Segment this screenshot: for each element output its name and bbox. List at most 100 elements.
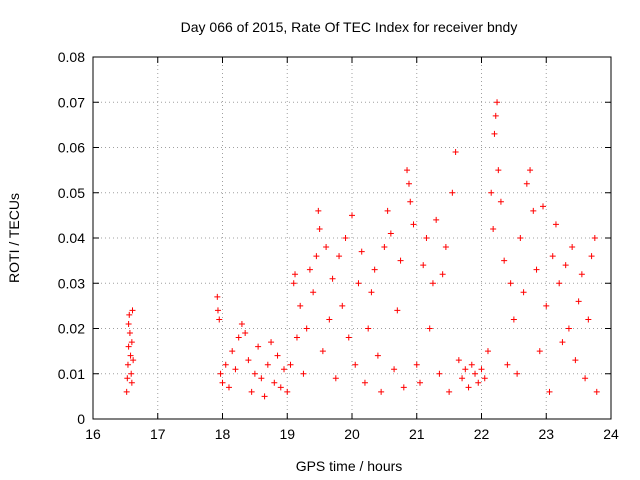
data-point — [130, 357, 137, 364]
x-tick-label: 19 — [279, 426, 295, 442]
data-point — [219, 379, 226, 386]
data-point — [578, 271, 585, 278]
data-point — [436, 370, 443, 377]
data-point — [258, 375, 265, 382]
data-point — [303, 325, 310, 332]
data-point — [326, 316, 333, 323]
data-point — [384, 207, 391, 214]
data-point — [342, 235, 349, 241]
x-tick-label: 24 — [603, 426, 619, 442]
grid — [93, 57, 611, 419]
data-point — [400, 384, 407, 391]
y-tick-label: 0.04 — [58, 230, 85, 246]
data-point — [536, 348, 543, 355]
data-point — [229, 348, 236, 355]
data-points — [123, 99, 600, 400]
data-point — [232, 366, 239, 373]
data-point — [339, 302, 346, 309]
data-point — [128, 379, 135, 386]
y-tick-label: 0.08 — [58, 49, 85, 65]
data-point — [217, 370, 224, 377]
data-point — [495, 167, 502, 174]
data-point — [591, 235, 598, 241]
data-point — [468, 361, 475, 368]
y-tick-label: 0.03 — [58, 275, 85, 291]
data-point — [488, 189, 495, 196]
data-point — [517, 235, 524, 241]
data-point — [124, 375, 131, 382]
data-point — [235, 334, 242, 341]
data-point — [274, 352, 281, 359]
x-tick-label: 21 — [409, 426, 425, 442]
data-point — [222, 361, 229, 368]
data-point — [562, 262, 569, 269]
data-point — [407, 198, 414, 205]
x-tick-label: 17 — [150, 426, 166, 442]
data-point — [497, 198, 504, 205]
data-point — [433, 216, 440, 223]
data-point — [349, 212, 355, 219]
data-point — [374, 352, 381, 359]
data-point — [238, 320, 245, 327]
data-point — [478, 366, 485, 373]
data-point — [423, 235, 430, 241]
data-point — [426, 325, 433, 332]
data-point — [368, 289, 375, 296]
data-point — [126, 311, 133, 318]
data-point — [410, 221, 417, 228]
data-point — [397, 257, 404, 264]
data-point — [290, 280, 297, 287]
x-tick-label: 18 — [215, 426, 231, 442]
data-point — [352, 361, 359, 368]
data-point — [569, 244, 576, 251]
data-point — [214, 293, 221, 300]
data-point — [316, 225, 323, 232]
data-point — [329, 275, 336, 282]
data-point — [345, 334, 352, 341]
data-point — [251, 370, 258, 377]
data-point — [465, 384, 472, 391]
data-point — [404, 167, 411, 174]
data-point — [455, 357, 462, 364]
data-point — [394, 307, 401, 314]
data-point — [129, 307, 136, 314]
data-point — [306, 266, 313, 273]
data-point — [381, 244, 388, 251]
data-point — [520, 289, 527, 296]
data-point — [125, 320, 132, 327]
data-point — [429, 280, 436, 287]
data-point — [420, 262, 427, 269]
data-point — [216, 316, 223, 323]
data-point — [510, 316, 517, 323]
data-point — [449, 189, 456, 196]
data-point — [126, 330, 133, 337]
data-point — [552, 221, 559, 228]
data-point — [533, 266, 540, 273]
y-tick-label: 0.02 — [58, 321, 85, 337]
y-tick-label: 0.06 — [58, 140, 85, 156]
data-point — [268, 339, 275, 346]
x-tick-label: 20 — [344, 426, 360, 442]
data-point — [277, 384, 284, 391]
x-tick-label: 16 — [85, 426, 101, 442]
data-point — [319, 348, 326, 355]
data-point — [336, 253, 343, 260]
data-point — [582, 375, 589, 382]
data-point — [297, 302, 304, 309]
data-point — [484, 348, 491, 355]
data-point — [127, 352, 134, 359]
data-point — [292, 271, 299, 278]
data-point — [371, 266, 378, 273]
chart-title: Day 066 of 2015, Rate Of TEC Index for r… — [181, 19, 518, 35]
y-axis-label: ROTI / TECUs — [6, 193, 22, 283]
data-point — [255, 343, 262, 350]
data-point — [413, 361, 420, 368]
data-point — [284, 388, 291, 395]
data-point — [124, 361, 131, 368]
data-point — [261, 393, 268, 400]
data-point — [214, 307, 221, 314]
data-point — [556, 280, 563, 287]
data-point — [492, 112, 499, 119]
data-point — [416, 379, 423, 386]
